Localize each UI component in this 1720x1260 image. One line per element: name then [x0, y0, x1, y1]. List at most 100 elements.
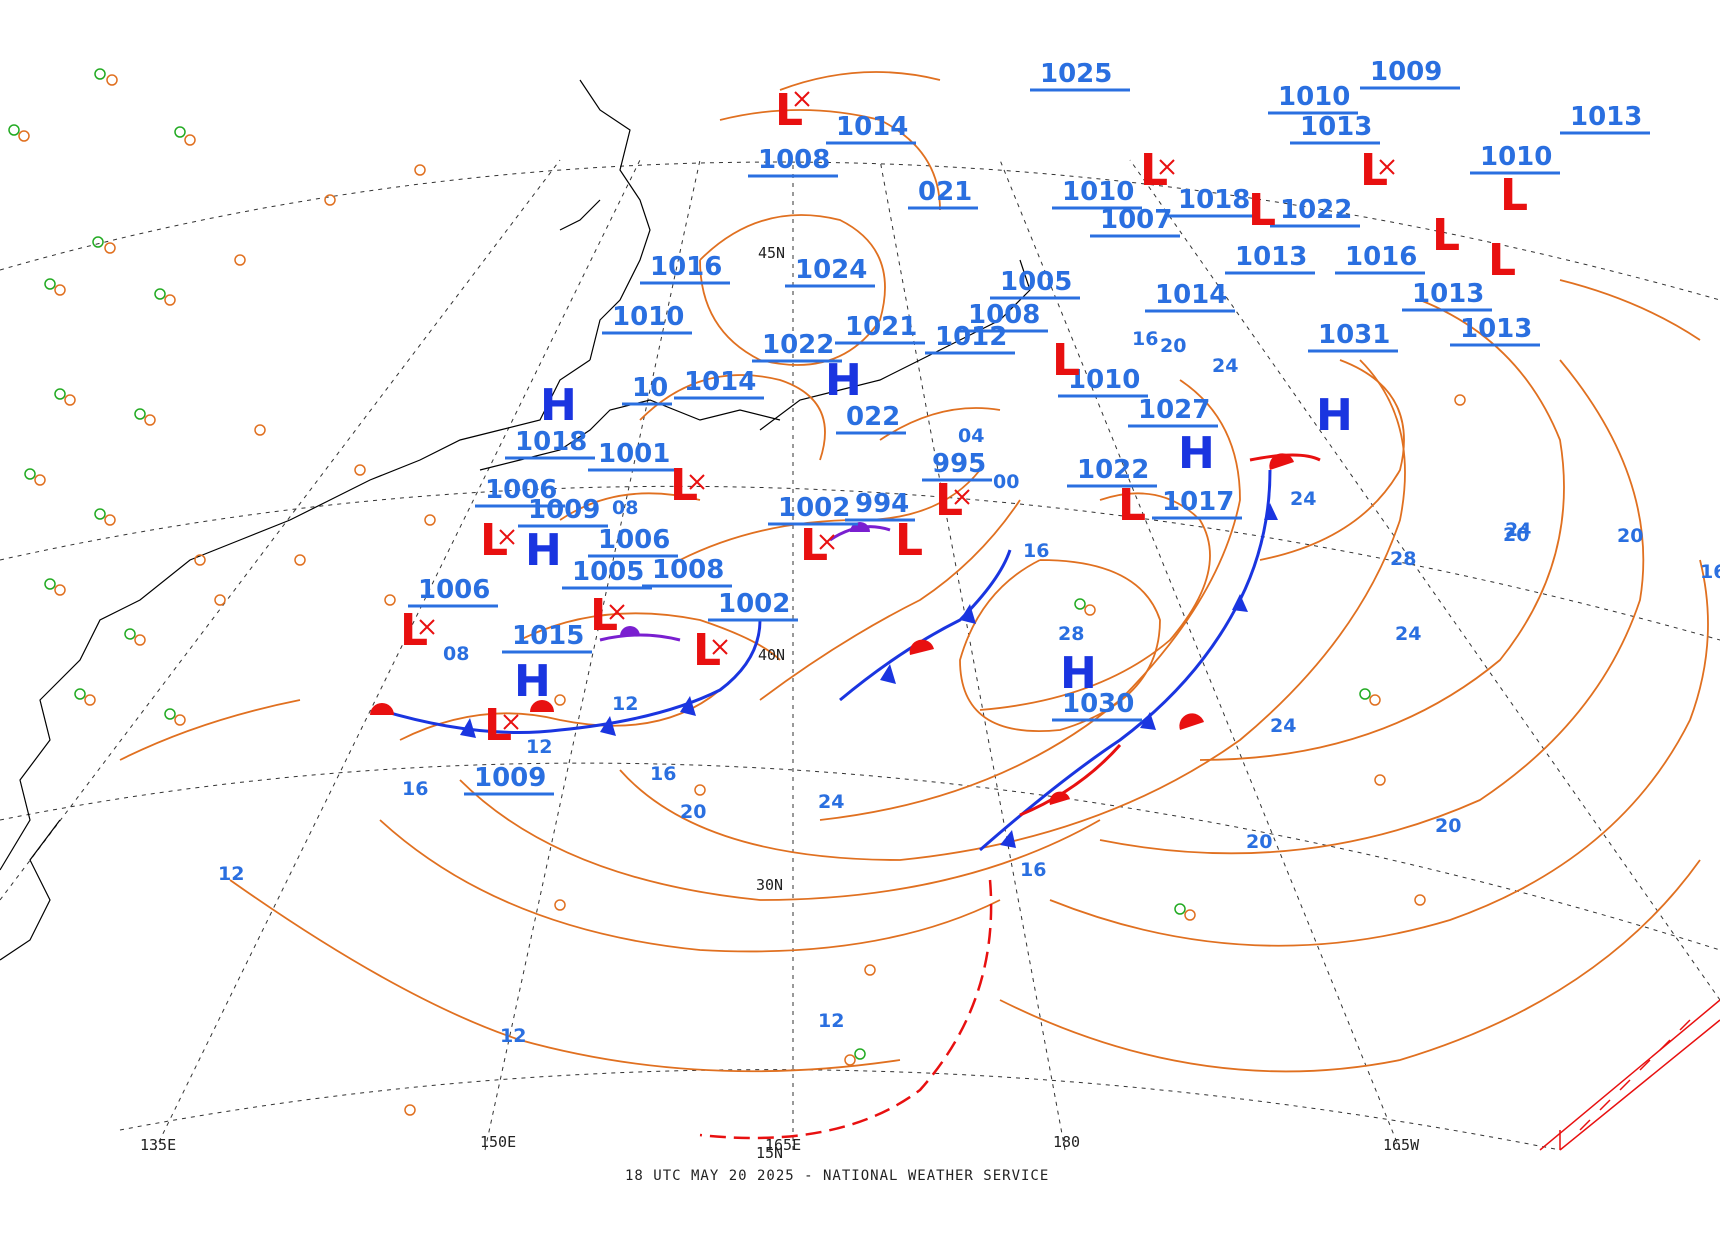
svg-text:1010: 1010 [1062, 177, 1134, 207]
pressure-label: 10 [622, 373, 672, 406]
pressure-label: 1009 [518, 495, 608, 528]
svg-text:1016: 1016 [1345, 242, 1417, 272]
low-center-marks [419, 91, 1395, 730]
pressure-label: 1006 [475, 475, 565, 508]
low-center: L [775, 85, 803, 136]
pressure-label: 1013 [1560, 102, 1650, 135]
svg-text:1014: 1014 [836, 112, 908, 142]
svg-text:20: 20 [1617, 525, 1643, 547]
svg-text:12: 12 [526, 736, 552, 758]
svg-text:20: 20 [680, 801, 706, 823]
svg-text:40N: 40N [758, 646, 785, 664]
svg-text:20: 20 [1435, 815, 1461, 837]
pressure-label: 1013 [1450, 314, 1540, 347]
low-center: L [1500, 170, 1528, 221]
high-center: H [825, 355, 862, 406]
svg-text:28: 28 [1058, 623, 1084, 645]
warm-front-northeast [1249, 453, 1321, 470]
svg-text:135E: 135E [140, 1136, 176, 1154]
pressure-label: 1015 [502, 621, 592, 654]
svg-text:022: 022 [846, 402, 900, 432]
low-center: L [1118, 480, 1146, 531]
svg-text:1015: 1015 [512, 621, 584, 651]
pressure-label: 1022 [1270, 195, 1360, 228]
svg-text:16: 16 [650, 763, 676, 785]
pressure-label: 1018 [505, 427, 595, 460]
pressure-label: 1002 [708, 589, 798, 622]
svg-text:16: 16 [1700, 561, 1720, 583]
pressure-label: 1012 [925, 322, 1015, 355]
pressure-label: 1025 [1030, 59, 1130, 92]
pressure-label: 1016 [640, 252, 730, 285]
svg-text:1010: 1010 [1068, 365, 1140, 395]
svg-text:1021: 1021 [845, 312, 917, 342]
graticule-labels: 135E 150E 165E 180 165W 45N 40N 30N 15N [140, 244, 1420, 1162]
hatched-area [1539, 999, 1720, 1151]
high-center: H [540, 380, 577, 431]
svg-text:1006: 1006 [485, 475, 557, 505]
pressure-label: 1031 [1308, 320, 1398, 353]
svg-text:1022: 1022 [1280, 195, 1352, 225]
svg-text:1018: 1018 [515, 427, 587, 457]
svg-text:24: 24 [1395, 623, 1421, 645]
svg-text:20: 20 [1160, 335, 1186, 357]
svg-text:12: 12 [612, 693, 638, 715]
svg-text:28: 28 [1390, 548, 1416, 570]
svg-text:1009: 1009 [1370, 57, 1442, 87]
graticule [0, 159, 1720, 1151]
high-center: H [525, 525, 562, 576]
svg-text:1008: 1008 [652, 555, 724, 585]
map-background [0, 62, 1720, 1157]
svg-text:08: 08 [443, 643, 469, 665]
svg-text:1006: 1006 [418, 575, 490, 605]
chart-footer: 18 UTC MAY 20 2025 - NATIONAL WEATHER SE… [625, 1168, 1049, 1184]
low-center: L [1488, 235, 1516, 286]
pressure-label: 1014 [1145, 280, 1235, 313]
station-plots [8, 68, 1466, 1116]
pressure-label: 1006 [408, 575, 498, 608]
svg-text:16: 16 [1132, 328, 1158, 350]
svg-text:1013: 1013 [1300, 112, 1372, 142]
low-center: L [1248, 185, 1276, 236]
trough-line [699, 879, 993, 1140]
svg-text:1013: 1013 [1235, 242, 1307, 272]
svg-text:30N: 30N [756, 876, 783, 894]
svg-text:1007: 1007 [1100, 205, 1172, 235]
svg-text:10: 10 [632, 373, 668, 403]
pressure-label: 1010 [1268, 82, 1358, 115]
pressure-label: 1013 [1225, 242, 1315, 275]
svg-text:24: 24 [1270, 715, 1296, 737]
cold-front-east [979, 469, 1278, 852]
coastlines [0, 79, 1031, 961]
svg-text:00: 00 [993, 471, 1019, 493]
svg-text:1014: 1014 [684, 367, 756, 397]
pressure-label: 1010 [1052, 177, 1142, 210]
low-center: L [1052, 335, 1080, 386]
pressure-label: 1022 [752, 330, 842, 363]
svg-text:12: 12 [218, 863, 244, 885]
svg-text:1014: 1014 [1155, 280, 1227, 310]
svg-text:45N: 45N [758, 244, 785, 262]
cold-front-south [370, 619, 762, 738]
pressure-label: 1030 [1052, 689, 1142, 722]
svg-text:1013: 1013 [1412, 279, 1484, 309]
svg-text:1031: 1031 [1318, 320, 1390, 350]
high-center: H [514, 656, 551, 707]
pressure-label: 1009 [1360, 57, 1460, 90]
svg-text:994: 994 [855, 489, 909, 519]
svg-text:150E: 150E [480, 1133, 516, 1151]
svg-text:1005: 1005 [1000, 267, 1072, 297]
svg-text:1002: 1002 [778, 493, 850, 523]
svg-text:995: 995 [932, 449, 986, 479]
svg-text:1010: 1010 [1480, 142, 1552, 172]
high-center: H [1178, 428, 1215, 479]
svg-text:1008: 1008 [758, 145, 830, 175]
svg-text:180: 180 [1053, 1133, 1080, 1151]
pressure-label: 021 [908, 177, 978, 210]
svg-text:24: 24 [818, 791, 844, 813]
svg-text:15N: 15N [756, 1144, 783, 1162]
pressure-label: 1014 [826, 112, 916, 145]
pressure-label: 1008 [642, 555, 732, 588]
high-center: H [1060, 648, 1097, 699]
svg-text:1027: 1027 [1138, 395, 1210, 425]
